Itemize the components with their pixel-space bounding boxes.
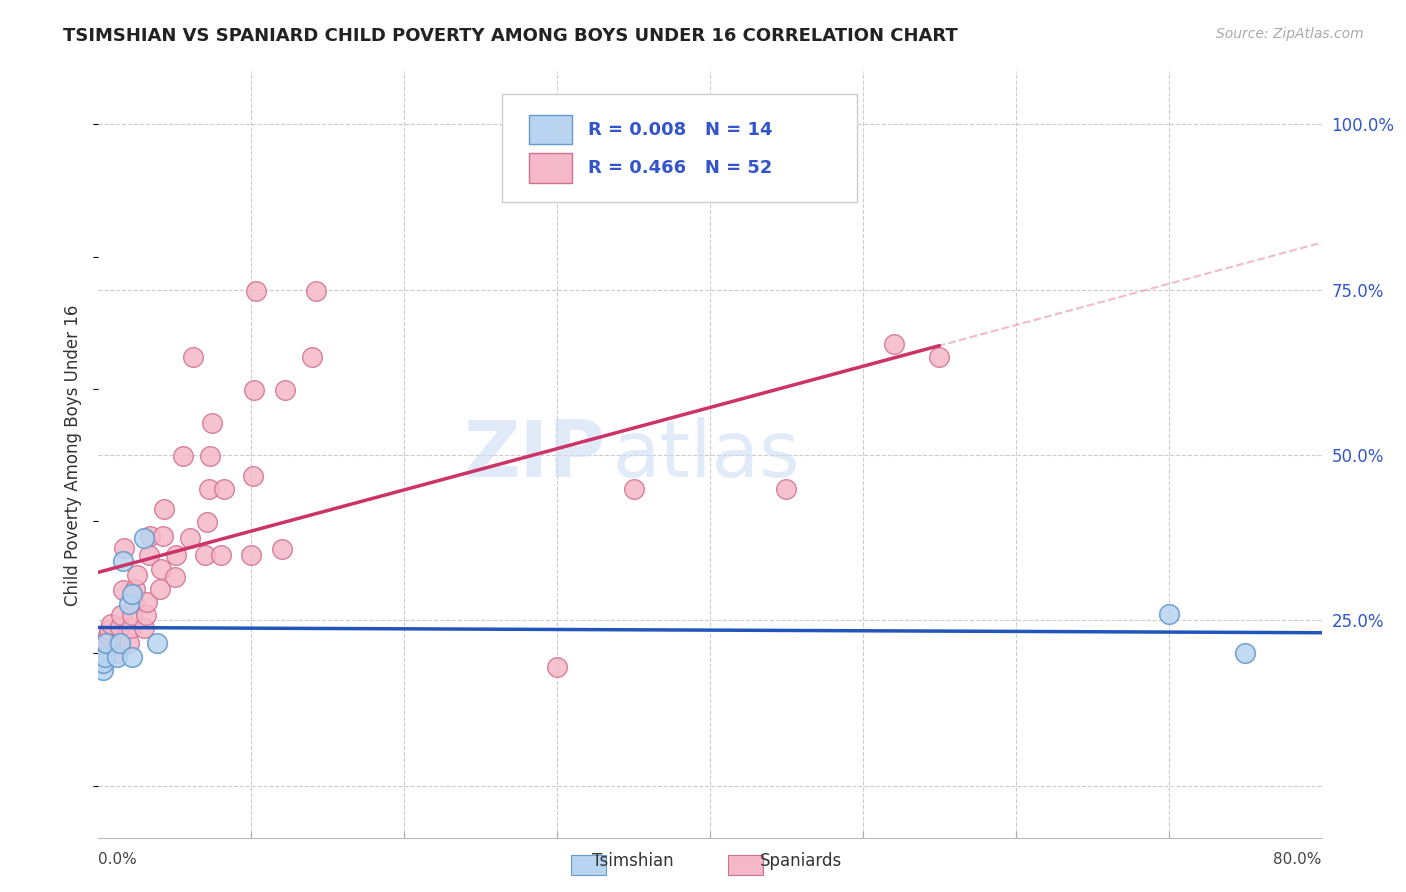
Point xyxy=(145,636,167,650)
Point xyxy=(623,483,645,497)
Point xyxy=(107,636,129,650)
Point xyxy=(209,549,232,563)
Point xyxy=(122,595,145,609)
Point xyxy=(200,416,222,430)
Point xyxy=(111,583,134,598)
Point xyxy=(928,350,950,364)
Point xyxy=(94,636,117,650)
FancyBboxPatch shape xyxy=(529,153,572,183)
Point xyxy=(1234,646,1257,660)
Y-axis label: Child Poverty Among Boys Under 16: Child Poverty Among Boys Under 16 xyxy=(65,304,83,606)
Point xyxy=(304,284,326,298)
Point xyxy=(546,659,568,673)
Point xyxy=(94,633,117,648)
Point xyxy=(112,541,135,555)
Text: Tsimshian: Tsimshian xyxy=(592,852,673,870)
Point xyxy=(118,597,141,611)
Bar xyxy=(728,855,763,875)
Point xyxy=(98,623,121,637)
Point xyxy=(1157,607,1180,621)
Point xyxy=(212,483,235,497)
Point xyxy=(181,350,204,364)
Text: atlas: atlas xyxy=(612,417,800,493)
FancyBboxPatch shape xyxy=(529,115,572,145)
Point xyxy=(110,607,132,622)
Point xyxy=(149,582,172,596)
Point xyxy=(195,516,218,530)
Point xyxy=(243,383,266,397)
Text: Spaniards: Spaniards xyxy=(761,852,842,870)
Point xyxy=(121,587,143,601)
Point xyxy=(91,646,114,660)
Text: 0.0%: 0.0% xyxy=(98,852,138,867)
Point xyxy=(121,649,143,664)
Point xyxy=(134,621,156,635)
Point xyxy=(245,284,267,298)
Text: ZIP: ZIP xyxy=(464,417,606,493)
Point xyxy=(197,483,219,497)
Point xyxy=(883,336,905,351)
Point xyxy=(135,607,157,622)
Point xyxy=(172,449,194,463)
Point xyxy=(100,616,122,631)
Point xyxy=(240,549,263,563)
Point xyxy=(775,483,797,497)
FancyBboxPatch shape xyxy=(502,95,856,202)
Point xyxy=(153,502,176,516)
Point xyxy=(93,636,115,650)
Point xyxy=(194,549,217,563)
Point xyxy=(111,554,134,568)
Point xyxy=(105,649,128,664)
Point xyxy=(152,528,174,542)
Point xyxy=(163,570,186,584)
Point xyxy=(139,528,162,542)
Point xyxy=(118,636,141,650)
Point xyxy=(125,568,148,582)
Point xyxy=(270,541,292,556)
Point xyxy=(91,657,114,671)
Point xyxy=(124,582,146,596)
Point xyxy=(97,628,120,642)
Point xyxy=(108,620,131,634)
Point xyxy=(105,646,128,660)
Point xyxy=(165,549,187,563)
Point xyxy=(150,562,173,576)
Text: R = 0.008   N = 14: R = 0.008 N = 14 xyxy=(588,120,772,138)
Point xyxy=(134,531,156,545)
Point xyxy=(301,350,323,364)
Point xyxy=(93,649,115,664)
Point xyxy=(242,469,264,483)
Point xyxy=(120,621,142,635)
Point xyxy=(91,663,114,677)
Text: R = 0.466   N = 52: R = 0.466 N = 52 xyxy=(588,159,772,177)
Point xyxy=(274,383,297,397)
Text: 80.0%: 80.0% xyxy=(1274,852,1322,867)
Text: TSIMSHIAN VS SPANIARD CHILD POVERTY AMONG BOYS UNDER 16 CORRELATION CHART: TSIMSHIAN VS SPANIARD CHILD POVERTY AMON… xyxy=(63,27,957,45)
Point xyxy=(179,531,201,545)
Point xyxy=(198,449,221,463)
Text: Source: ZipAtlas.com: Source: ZipAtlas.com xyxy=(1216,27,1364,41)
Point xyxy=(108,636,131,650)
Bar xyxy=(571,855,606,875)
Point xyxy=(136,595,159,609)
Point xyxy=(138,549,160,563)
Point xyxy=(121,607,143,622)
